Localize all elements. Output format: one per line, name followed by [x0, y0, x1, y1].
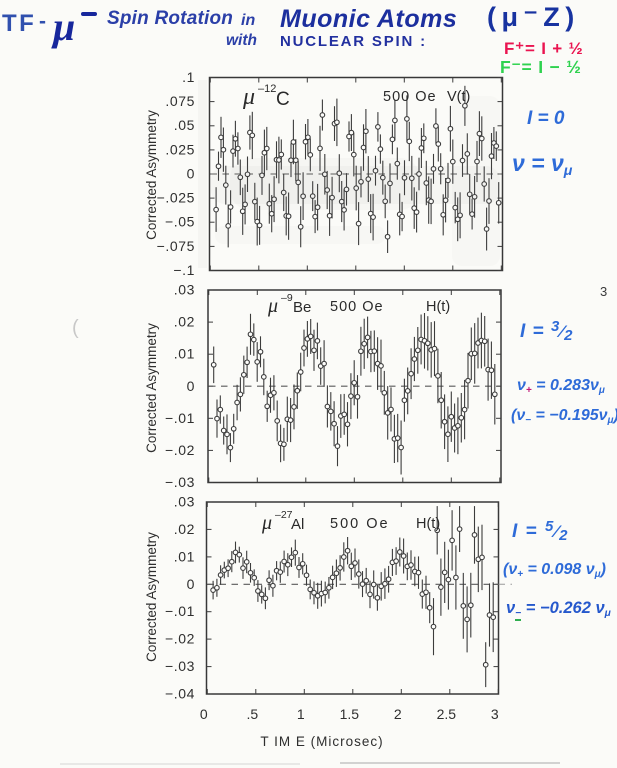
svg-text:0: 0 — [187, 166, 195, 182]
svg-text:0: 0 — [187, 378, 195, 394]
svg-text:−.02: −.02 — [165, 631, 195, 647]
svg-text:.03: .03 — [174, 494, 195, 510]
svg-text:2.5: 2.5 — [437, 706, 457, 722]
svg-text:H(t): H(t) — [426, 299, 450, 315]
svg-text:−.01: −.01 — [165, 410, 195, 426]
svg-text:1.5: 1.5 — [340, 706, 360, 722]
svg-text:500 Oe: 500 Oe — [330, 516, 390, 532]
svg-text:Corrected Asymmetry: Corrected Asymmetry — [144, 323, 159, 453]
svg-text:3: 3 — [491, 706, 499, 722]
svg-text:.5: .5 — [246, 706, 258, 722]
svg-text:–9: –9 — [281, 292, 293, 304]
svg-text:.02: .02 — [174, 521, 195, 537]
svg-text:−.075: −.075 — [157, 238, 195, 254]
svg-text:Corrected Asymmetry: Corrected Asymmetry — [144, 110, 159, 240]
svg-text:μ: μ — [267, 295, 278, 317]
svg-text:0: 0 — [200, 706, 208, 722]
svg-text:1: 1 — [297, 706, 305, 722]
svg-text:.01: .01 — [174, 346, 195, 362]
svg-text:μ: μ — [242, 84, 255, 110]
svg-text:V(t): V(t) — [447, 89, 470, 105]
svg-text:−.025: −.025 — [157, 190, 195, 206]
svg-text:−.05: −.05 — [165, 214, 195, 230]
svg-text:μ: μ — [261, 512, 272, 534]
svg-text:Corrected Asymmetry: Corrected Asymmetry — [144, 532, 159, 662]
svg-text:.01: .01 — [174, 548, 195, 564]
svg-text:.075: .075 — [165, 93, 195, 109]
svg-text:C: C — [276, 89, 290, 110]
svg-text:−.01: −.01 — [165, 603, 195, 619]
svg-text:0: 0 — [187, 576, 195, 592]
svg-text:.02: .02 — [174, 314, 195, 330]
svg-text:500 Oe: 500 Oe — [383, 89, 437, 105]
svg-text:500 Oe: 500 Oe — [330, 299, 384, 315]
svg-text:3: 3 — [600, 284, 607, 299]
svg-text:−.03: −.03 — [165, 474, 195, 490]
svg-text:−.04: −.04 — [165, 686, 195, 702]
svg-text:.1: .1 — [182, 69, 195, 85]
svg-text:.03: .03 — [174, 282, 195, 298]
svg-text:Be: Be — [293, 299, 311, 316]
svg-text:−.1: −.1 — [173, 262, 195, 278]
svg-text:.025: .025 — [165, 141, 195, 157]
svg-text:Al: Al — [291, 516, 304, 533]
svg-text:−.03: −.03 — [165, 658, 195, 674]
svg-text:H(t): H(t) — [416, 516, 440, 532]
svg-text:–27: –27 — [275, 509, 293, 521]
svg-text:−.02: −.02 — [165, 442, 195, 458]
svg-text:T IM E (Microsec): T IM E (Microsec) — [260, 734, 383, 749]
svg-text:(: ( — [72, 317, 79, 339]
svg-text:.05: .05 — [174, 117, 195, 133]
svg-text:2: 2 — [394, 706, 402, 722]
svg-text:–12: –12 — [258, 83, 276, 95]
